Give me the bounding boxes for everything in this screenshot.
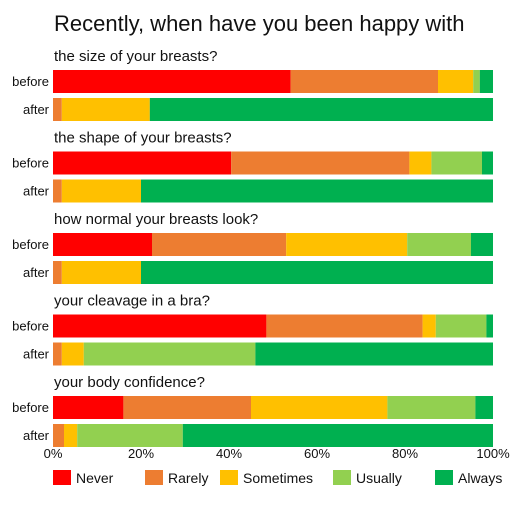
bar-segment — [266, 314, 423, 338]
bar-segment — [473, 70, 480, 93]
bar-segment — [251, 396, 388, 419]
bar-segment — [435, 314, 487, 338]
row-label-after: after — [23, 184, 50, 199]
legend-swatch — [145, 470, 163, 485]
legend-swatch — [435, 470, 453, 485]
bar-segment — [479, 70, 493, 93]
row-label-after: after — [23, 265, 50, 280]
bar-segment — [152, 233, 287, 256]
bar-segment — [475, 396, 493, 419]
bar-segment — [407, 233, 471, 256]
bar-segment — [141, 261, 493, 284]
x-tick-label: 20% — [128, 446, 154, 461]
bar-segment — [61, 98, 150, 121]
row-label-before: before — [12, 319, 49, 334]
bar-segment — [77, 424, 183, 447]
legend-swatch — [333, 470, 351, 485]
legend-swatch — [220, 470, 238, 485]
bar-segment — [53, 314, 267, 338]
bar-segment — [149, 98, 494, 121]
legend-label: Sometimes — [243, 470, 313, 486]
x-tick-label: 60% — [304, 446, 330, 461]
bar-segment — [53, 179, 62, 203]
row-label-after: after — [23, 347, 50, 362]
row-label-before: before — [12, 400, 49, 415]
x-tick-label: 0% — [44, 446, 63, 461]
bar-segment — [141, 179, 493, 203]
row-label-after: after — [23, 428, 50, 443]
x-tick-label: 100% — [476, 446, 510, 461]
group-label: your body confidence? — [54, 374, 205, 391]
bar-segment — [64, 424, 78, 447]
row-label-after: after — [23, 102, 50, 117]
bar-segment — [61, 179, 141, 203]
group-label: how normal your breasts look? — [54, 211, 258, 228]
bar-segment — [53, 98, 62, 121]
x-tick-label: 40% — [216, 446, 242, 461]
bar-segment — [438, 70, 474, 93]
bar-segment — [123, 396, 251, 419]
row-label-before: before — [12, 74, 49, 89]
bar-segment — [53, 233, 152, 256]
group-label: the size of your breasts? — [54, 48, 217, 65]
chart-title: Recently, when have you been happy with — [54, 11, 465, 36]
bar-segment — [53, 424, 64, 447]
bar-segment — [53, 70, 291, 93]
legend-swatch — [53, 470, 71, 485]
bar-segment — [431, 151, 482, 175]
row-label-before: before — [12, 237, 49, 252]
bar-segment — [231, 151, 410, 175]
row-label-before: before — [12, 156, 49, 171]
bar-segment — [471, 233, 493, 256]
bar-segment — [83, 342, 256, 366]
bar-segment — [387, 396, 476, 419]
group-label: the shape of your breasts? — [54, 130, 232, 147]
legend-label: Never — [76, 470, 114, 486]
legend-label: Always — [458, 470, 502, 486]
bar-segment — [61, 261, 141, 284]
bar-segment — [482, 151, 493, 175]
bar-segment — [61, 342, 84, 366]
x-tick-label: 80% — [392, 446, 418, 461]
bar-segment — [486, 314, 493, 338]
bar-segment — [53, 261, 62, 284]
bar-segment — [409, 151, 432, 175]
legend-label: Usually — [356, 470, 402, 486]
bar-segment — [182, 424, 494, 447]
bar-segment — [422, 314, 436, 338]
group-label: your cleavage in a bra? — [54, 293, 210, 310]
bar-segment — [53, 396, 124, 419]
bar-segment — [290, 70, 438, 93]
legend-label: Rarely — [168, 470, 208, 486]
bar-segment — [53, 342, 62, 366]
bar-segment — [286, 233, 408, 256]
bar-segment — [255, 342, 493, 366]
bar-segment — [53, 151, 232, 175]
